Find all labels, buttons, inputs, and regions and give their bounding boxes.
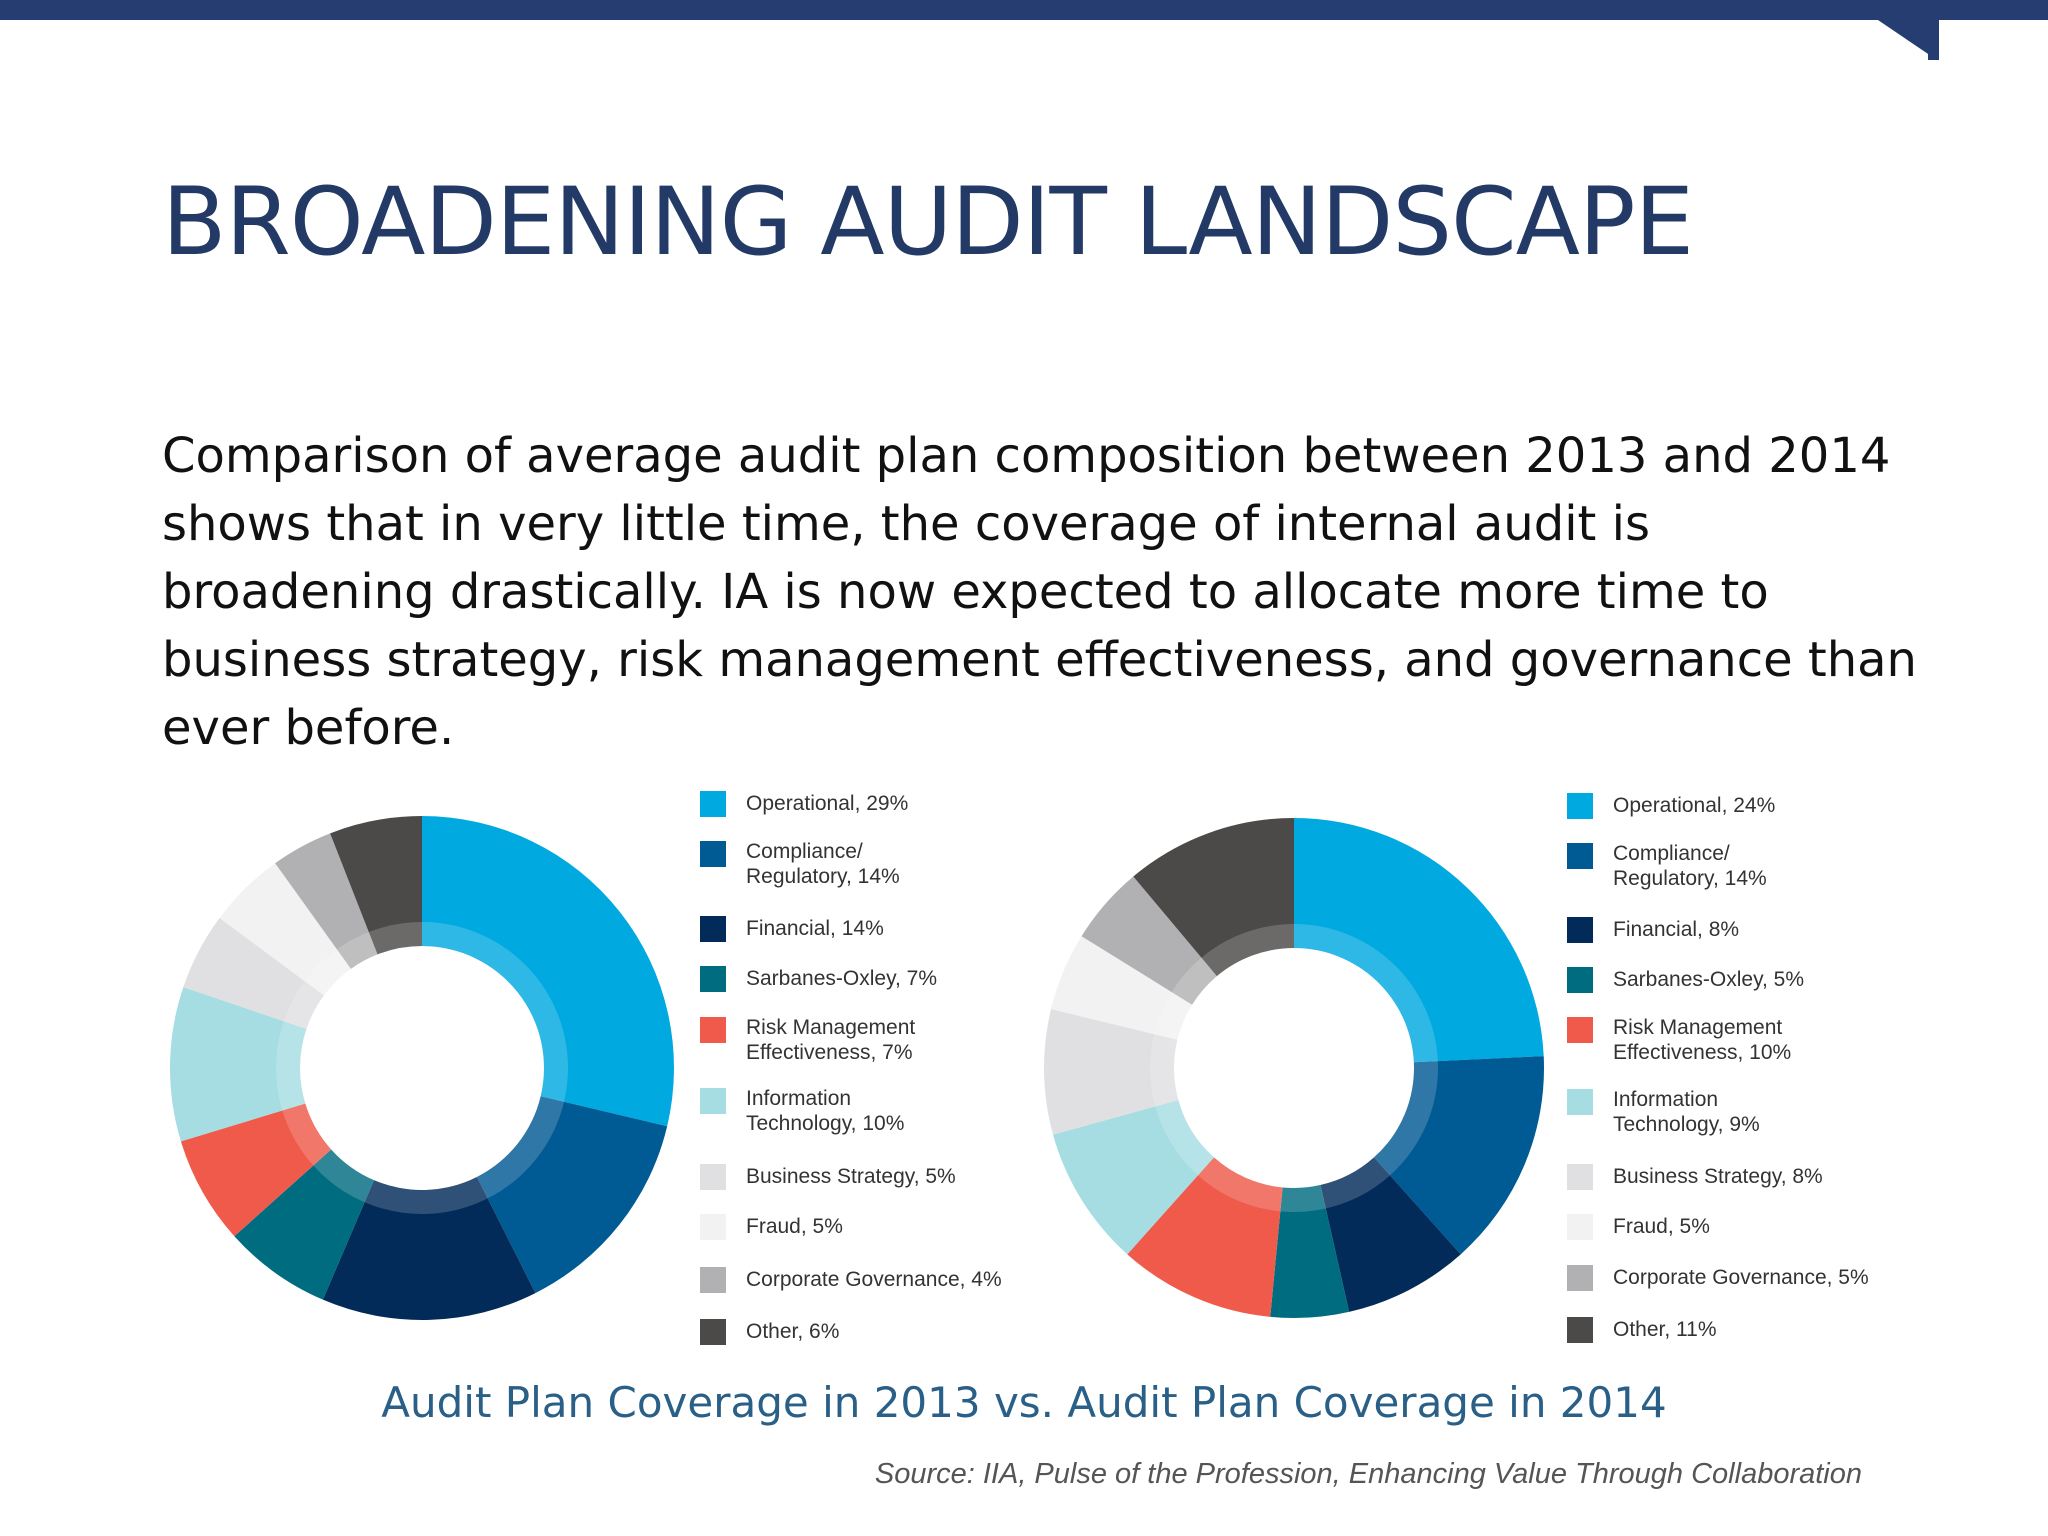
donut-svg bbox=[169, 816, 674, 1320]
legend-swatch bbox=[1567, 1164, 1593, 1190]
donut-slice bbox=[1127, 1157, 1283, 1317]
legend-swatch bbox=[700, 1319, 726, 1345]
donut-slice bbox=[1081, 876, 1217, 1005]
legend-swatch bbox=[1567, 1017, 1593, 1043]
legend-swatch bbox=[1567, 843, 1593, 869]
legend-label: Business Strategy, 5% bbox=[746, 1165, 956, 1188]
donut-chart-2013: Operational, 29% Compliance/ Regulatory, … bbox=[160, 770, 1020, 1360]
legend-swatch bbox=[700, 916, 726, 942]
legend-label: Financial, 14% bbox=[746, 917, 884, 940]
legend-label: Compliance/ Regulatory, 14% bbox=[1613, 842, 1767, 890]
legend-label: Risk Management Effectiveness, 7% bbox=[746, 1016, 916, 1064]
donut-slice bbox=[1294, 818, 1544, 1063]
slide-body-text: Comparison of average audit plan composi… bbox=[162, 428, 1917, 756]
corner-flag-decoration bbox=[1875, 18, 1937, 60]
legend-label: Information Technology, 9% bbox=[1613, 1088, 1760, 1136]
legend-swatch bbox=[700, 1017, 726, 1043]
legend-label: Corporate Governance, 4% bbox=[746, 1268, 1002, 1291]
donut-slice bbox=[322, 1176, 536, 1320]
donut-inner-shade bbox=[1150, 924, 1438, 1212]
legend-swatch bbox=[700, 1267, 726, 1293]
legend-label: Compliance/ Regulatory, 14% bbox=[746, 840, 900, 888]
legend-label: Operational, 29% bbox=[746, 792, 909, 815]
donut-slice bbox=[1320, 1157, 1461, 1312]
legend-swatch bbox=[700, 1164, 726, 1190]
legend-swatch bbox=[1567, 1214, 1593, 1240]
donut-inner-shade bbox=[276, 922, 568, 1214]
legend-swatch bbox=[700, 791, 726, 817]
legend-swatch bbox=[700, 1214, 726, 1240]
donut-slice bbox=[1053, 1099, 1214, 1255]
top-accent-bar bbox=[0, 0, 2048, 20]
donut-slice bbox=[219, 863, 351, 996]
donut-slice bbox=[180, 1103, 332, 1237]
legend-label: Other, 6% bbox=[746, 1320, 840, 1343]
legend-label: Financial, 8% bbox=[1613, 918, 1740, 941]
corner-flag-stem bbox=[1928, 18, 1939, 60]
legend-label: Other, 11% bbox=[1613, 1318, 1717, 1341]
donut-slice bbox=[1270, 1185, 1350, 1318]
legend-label: Operational, 24% bbox=[1613, 794, 1776, 817]
legend-swatch bbox=[1567, 1317, 1593, 1343]
donut-slice bbox=[234, 1149, 375, 1300]
donut-chart-2014: Operational, 24% Compliance/ Regulatory, … bbox=[1030, 770, 1910, 1360]
legend-label: Risk Management Effectiveness, 10% bbox=[1613, 1016, 1792, 1064]
donut-svg bbox=[1044, 818, 1544, 1318]
legend-swatch bbox=[700, 841, 726, 867]
legend-swatch bbox=[1567, 967, 1593, 993]
chart-caption: Audit Plan Coverage in 2013 vs. Audit Pl… bbox=[381, 1378, 1667, 1427]
donut-slice bbox=[183, 917, 324, 1029]
legend-label: Corporate Governance, 5% bbox=[1613, 1266, 1869, 1289]
legend-label: Business Strategy, 8% bbox=[1613, 1165, 1823, 1188]
donut-slice bbox=[1051, 936, 1193, 1040]
legend-label: Sarbanes-Oxley, 7% bbox=[746, 967, 938, 990]
legend-label: Fraud, 5% bbox=[746, 1215, 843, 1238]
source-citation: Source: IIA, Pulse of the Profession, En… bbox=[874, 1458, 1862, 1490]
legend-label: Sarbanes-Oxley, 5% bbox=[1613, 968, 1805, 991]
donut-slice bbox=[169, 987, 307, 1142]
donut-slice bbox=[1133, 818, 1294, 977]
legend-swatch bbox=[1567, 1089, 1593, 1115]
legend-swatch bbox=[1567, 793, 1593, 819]
donut-slice bbox=[476, 1096, 668, 1294]
donut-slice bbox=[1374, 1056, 1544, 1255]
legend-swatch bbox=[700, 1088, 726, 1114]
donut-slice bbox=[330, 816, 422, 955]
legend-swatch bbox=[1567, 917, 1593, 943]
slide-title: BROADENING AUDIT LANDSCAPE bbox=[162, 168, 1694, 277]
donut-slice bbox=[1044, 1009, 1179, 1135]
donut-slice bbox=[422, 816, 674, 1127]
legend-swatch bbox=[1567, 1265, 1593, 1291]
legend-label: Information Technology, 10% bbox=[746, 1087, 905, 1135]
legend-swatch bbox=[700, 966, 726, 992]
donut-slice bbox=[275, 833, 378, 969]
legend-label: Fraud, 5% bbox=[1613, 1215, 1710, 1238]
